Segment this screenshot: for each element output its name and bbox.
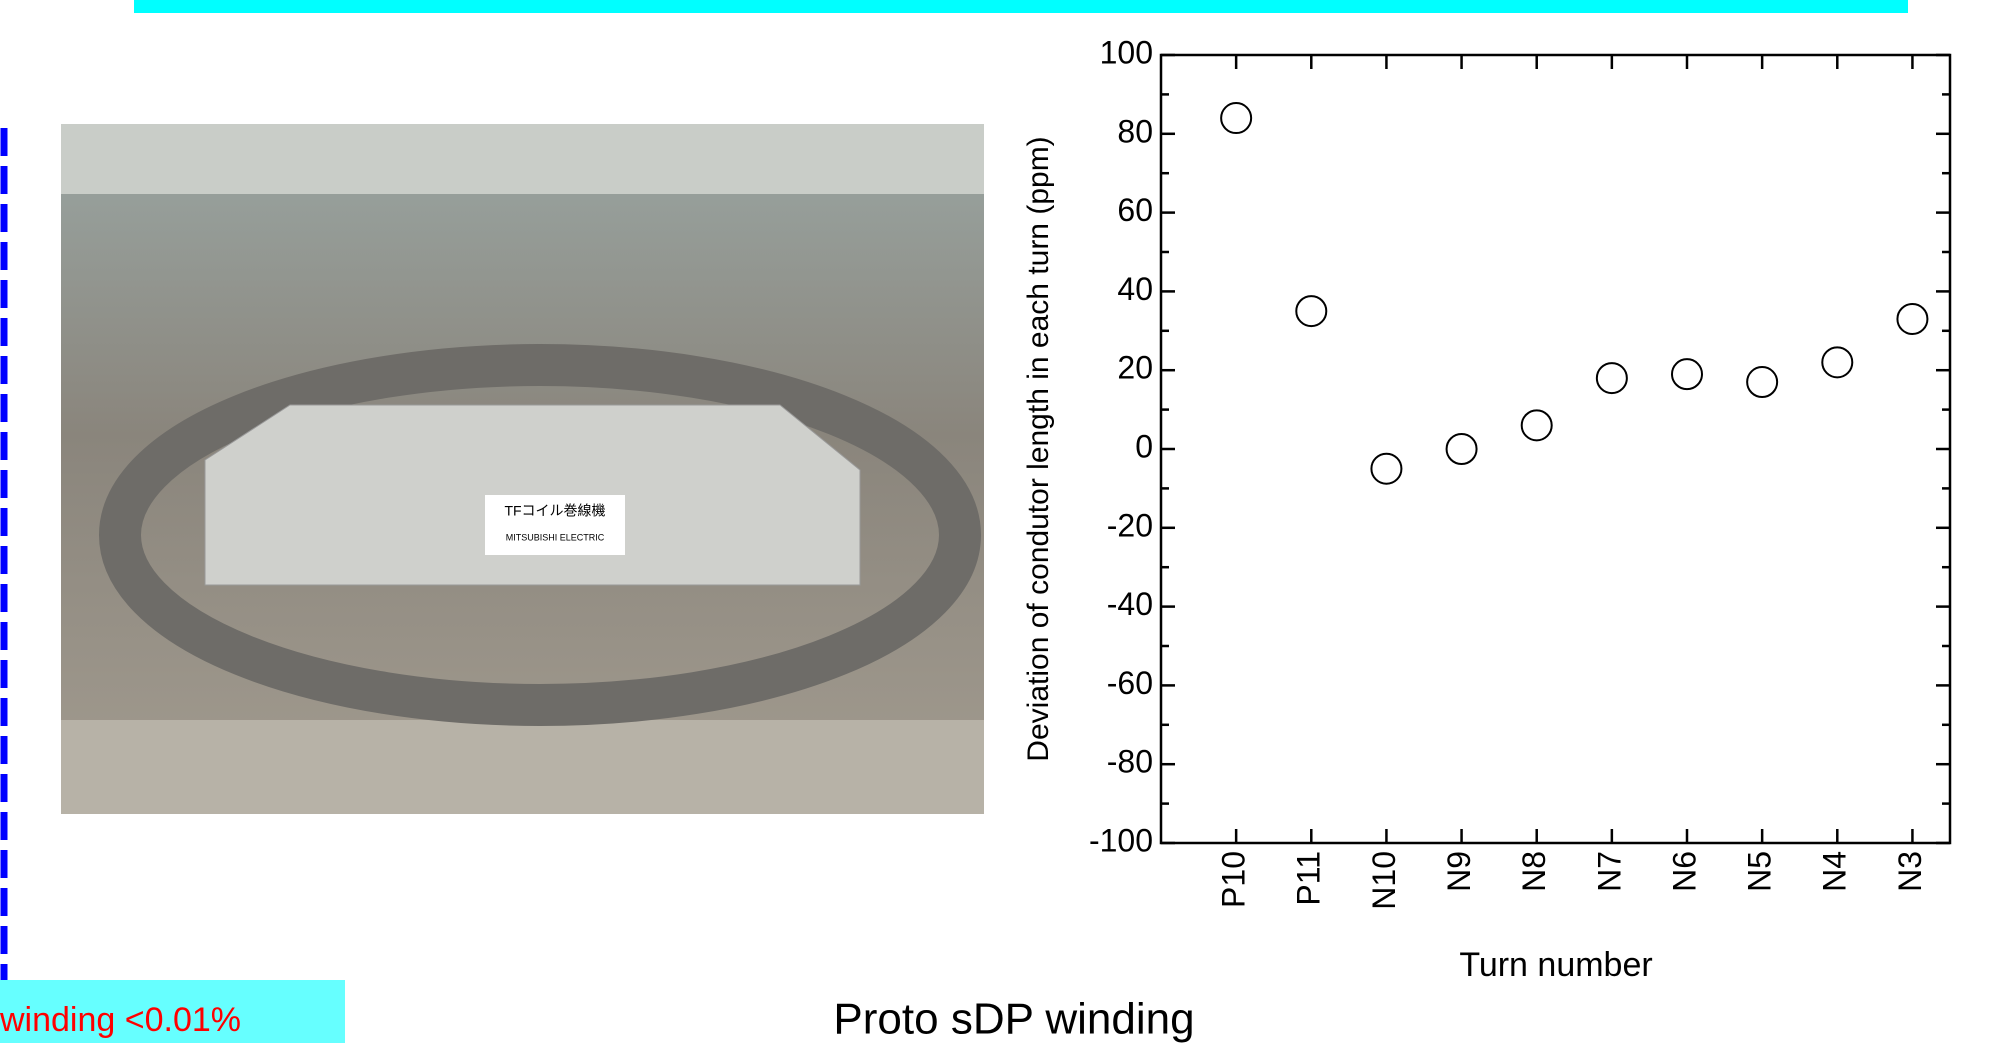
point: [1520, 409, 1553, 442]
photo-sign-text: TFコイル巻線機: [504, 503, 605, 519]
y-tick-label: 80: [1117, 113, 1153, 149]
caption: Proto sDP winding: [833, 995, 1194, 1043]
x-tick-label: P11: [1291, 851, 1327, 906]
y-tick-label: -100: [1089, 822, 1153, 858]
point: [1370, 452, 1403, 485]
y-tick-label: -60: [1107, 665, 1153, 701]
x-tick-label: N6: [1666, 851, 1702, 892]
y-tick-label: 100: [1100, 34, 1153, 70]
top-banner: [134, 0, 1908, 13]
plot-frame: [1159, 53, 1952, 845]
x-tick-label: N5: [1742, 851, 1778, 892]
point: [1821, 346, 1854, 379]
y-tick-label: -20: [1107, 507, 1153, 543]
x-tick-label: N4: [1817, 851, 1853, 892]
x-tick-label: N7: [1591, 851, 1627, 892]
y-tick-label: 0: [1135, 428, 1153, 464]
y-tick-label: 40: [1117, 271, 1153, 307]
point: [1295, 295, 1328, 328]
point: [1671, 358, 1703, 391]
point: [1746, 366, 1779, 399]
y-tick-label: -80: [1107, 744, 1153, 780]
y-tick-label: 60: [1117, 192, 1153, 228]
photo: TFコイル巻線機 MITSUBISHI ELECTRIC: [61, 124, 984, 814]
photo-foreground: [61, 720, 984, 814]
photo-brand-text: MITSUBISHI ELECTRIC: [506, 532, 605, 542]
x-axis-label: Turn number: [1459, 946, 1652, 984]
x-tick-label: N3: [1892, 851, 1928, 892]
y-tick-label: -40: [1107, 586, 1153, 622]
y-axis-label: Deviation of condutor length in each tur…: [1022, 136, 1055, 761]
point: [1220, 102, 1253, 135]
photo-sign: [485, 495, 625, 555]
point: [1445, 433, 1478, 465]
x-tick-label: N9: [1441, 851, 1477, 892]
note-box: [0, 980, 345, 1043]
point: [1595, 362, 1628, 395]
point: [1896, 302, 1929, 335]
x-tick-label: N8: [1516, 851, 1552, 892]
x-tick-label: N10: [1366, 851, 1402, 910]
y-tick-label: 20: [1117, 350, 1153, 386]
note-text: winding <0.01%: [0, 1001, 241, 1039]
photo-ceiling: [61, 124, 984, 194]
photo-track: [99, 344, 981, 726]
x-tick-label: P10: [1216, 851, 1252, 908]
